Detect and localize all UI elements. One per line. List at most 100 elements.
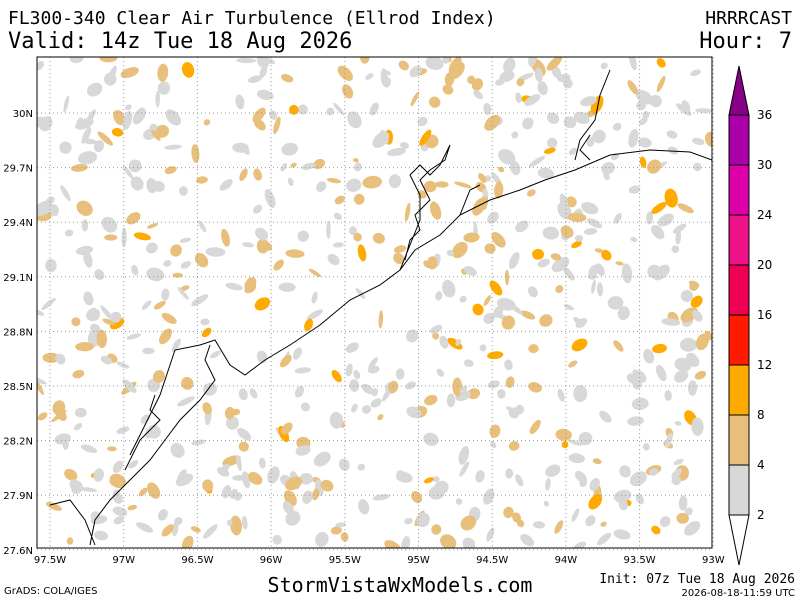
field-blob (120, 67, 139, 78)
field-blob (568, 360, 578, 368)
field-blob (128, 460, 139, 469)
field-blob (326, 178, 342, 184)
field-blob (353, 193, 365, 205)
field-blob (164, 144, 182, 150)
colorbar-label: 8 (757, 408, 765, 422)
title: FL300-340 Clear Air Turbulence (Ellrod I… (8, 8, 496, 29)
field-blob (221, 485, 232, 499)
field-blob (671, 245, 680, 254)
field-blob (306, 309, 323, 320)
field-blob (568, 453, 585, 464)
field-blob (109, 473, 126, 489)
field-blob (230, 515, 242, 536)
field-blob (141, 300, 152, 310)
field-blob (646, 211, 654, 225)
field-blob (133, 232, 151, 241)
field-blob (378, 310, 384, 329)
field-blob (487, 380, 500, 389)
field-blob (146, 267, 165, 282)
field-blob (349, 379, 360, 392)
field-blob (355, 288, 366, 299)
timestamp: 2026-08-18-11:59 UTC (681, 588, 795, 599)
field-blob (349, 226, 357, 236)
field-blob (467, 75, 476, 84)
field-blob (353, 162, 362, 172)
field-blob (163, 260, 172, 267)
field-blob (281, 74, 294, 83)
field-blob (511, 131, 519, 139)
lon-label: 95.5W (329, 555, 361, 566)
map-frame (36, 56, 713, 549)
colorbar-label: 16 (757, 308, 772, 322)
field-blob (651, 224, 665, 240)
field-blob (253, 168, 262, 181)
field-blob (463, 232, 480, 243)
lat-label: 29.1N (3, 273, 33, 284)
field-blob (522, 117, 534, 130)
field-blob (76, 117, 83, 125)
field-blob (144, 427, 155, 439)
field-blob (382, 77, 391, 88)
field-blob (486, 527, 495, 542)
field-blob (41, 297, 56, 311)
turbulence-field (37, 57, 712, 548)
field-blob (440, 534, 457, 548)
field-blob (327, 253, 340, 266)
field-blob (177, 286, 189, 300)
field-blob (404, 517, 413, 525)
field-blob (546, 57, 563, 71)
field-blob (583, 228, 598, 235)
field-blob (301, 162, 316, 170)
field-blob (235, 94, 245, 110)
field-blob (628, 128, 639, 148)
field-blob (692, 137, 705, 145)
field-blob (592, 458, 602, 465)
field-blob (236, 58, 257, 64)
field-blob (639, 156, 647, 168)
field-blob (664, 390, 672, 401)
field-blob (253, 118, 266, 131)
field-blob (491, 232, 506, 248)
field-blob (209, 350, 221, 359)
field-blob (177, 396, 195, 407)
field-blob (601, 249, 612, 261)
field-blob (332, 242, 344, 248)
field-blob (147, 482, 161, 499)
field-blob (396, 470, 408, 482)
field-blob (621, 263, 633, 284)
field-blob (611, 152, 620, 161)
field-blob (372, 494, 390, 501)
field-blob (345, 363, 353, 377)
field-blob (528, 382, 542, 393)
colorbar-box (728, 264, 750, 316)
field-blob (101, 216, 118, 233)
field-blob (299, 472, 313, 485)
field-blob (75, 342, 95, 352)
lat-label: 27.6N (3, 546, 33, 557)
field-blob (435, 291, 443, 301)
field-blob (637, 137, 652, 148)
field-blob (647, 264, 661, 279)
field-blob (503, 506, 514, 519)
field-blob (656, 75, 666, 93)
field-blob (490, 440, 497, 449)
field-blob (288, 104, 299, 115)
field-blob (369, 102, 379, 116)
field-blob (151, 129, 161, 141)
field-blob (651, 525, 661, 535)
field-blob (347, 111, 362, 129)
field-blob (537, 81, 548, 96)
field-blob (37, 309, 45, 316)
field-blob (613, 340, 624, 352)
field-blob (447, 337, 463, 350)
field-blob (483, 295, 492, 306)
field-blob (368, 357, 378, 370)
field-blob (94, 269, 105, 280)
field-blob (591, 279, 596, 294)
field-blob (676, 103, 692, 116)
field-blob (551, 65, 562, 79)
field-blob (532, 248, 544, 260)
field-blob (484, 114, 501, 131)
field-blob (165, 109, 182, 126)
field-blob (70, 163, 88, 172)
